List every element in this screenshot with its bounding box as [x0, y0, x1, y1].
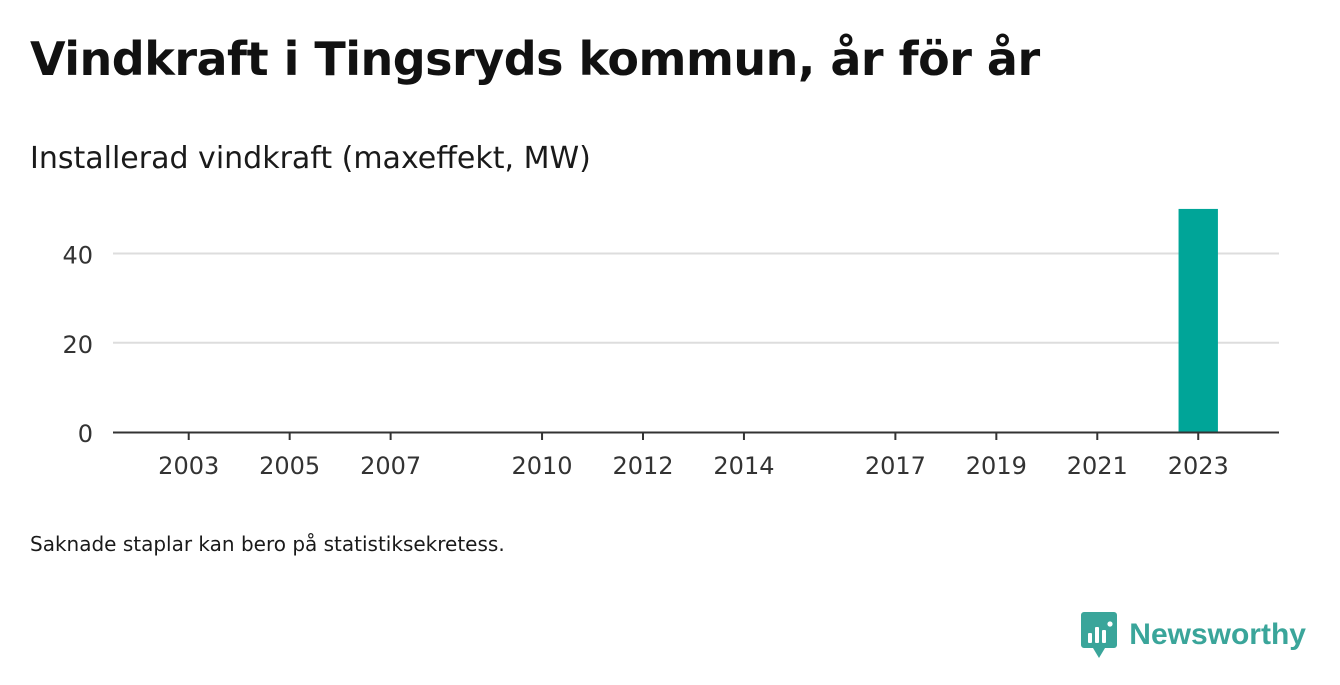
x-tick-label: 2017 [865, 452, 926, 480]
x-tick-label: 2023 [1168, 452, 1229, 480]
bar-2023 [1178, 208, 1218, 432]
x-tick-label: 2019 [966, 452, 1027, 480]
footnote: Saknade staplar kan bero på statistiksek… [30, 532, 505, 556]
x-tick-label: 2021 [1067, 452, 1128, 480]
y-tick-label: 40 [62, 242, 93, 270]
x-tick-label: 2012 [612, 452, 673, 480]
bars [1178, 208, 1218, 432]
chart-subtitle: Installerad vindkraft (maxeffekt, MW) [30, 141, 591, 176]
newsworthy-chart-bubble-icon [1081, 612, 1118, 658]
chart-title: Vindkraft i Tingsryds kommun, år för år [30, 32, 1040, 86]
y-tick-label: 20 [62, 331, 93, 359]
x-tick-label: 2010 [512, 452, 573, 480]
x-tick-label: 2005 [259, 452, 320, 480]
y-tick-label: 0 [78, 420, 93, 448]
bar-chart: 0 20 40 2003 2005 2007 2010 2012 2014 2017 2019 202… [62, 208, 1279, 480]
x-tick-label: 2003 [158, 452, 219, 480]
x-tick-label: 2014 [713, 452, 774, 480]
brand-name: Newsworthy [1129, 618, 1306, 651]
brand-logo: Newsworthy [1081, 612, 1306, 658]
x-tick-label: 2007 [360, 452, 421, 480]
axes: 0 20 40 2003 2005 2007 2010 2012 2014 2017 2019 202… [62, 242, 1279, 480]
gridlines [113, 252, 1279, 344]
